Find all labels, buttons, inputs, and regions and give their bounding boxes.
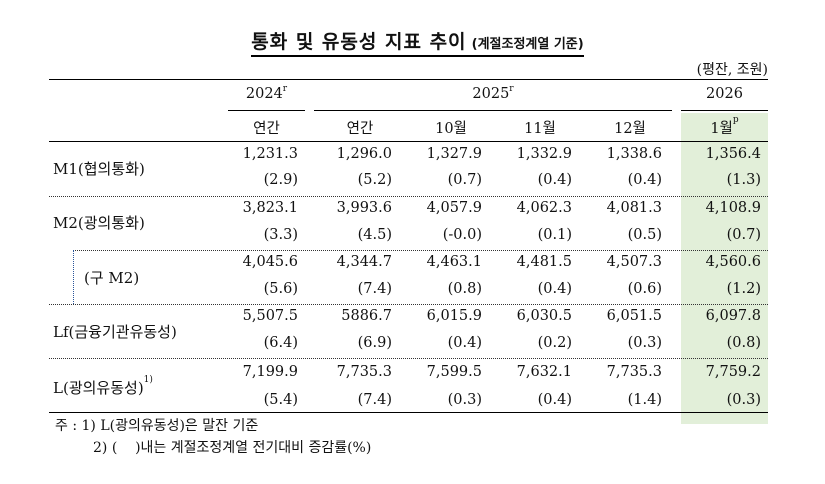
value-cell: 4,081.3 [606, 200, 662, 216]
change-cell: (0.3) [627, 335, 662, 351]
year-2024-underline [228, 110, 305, 111]
change-cell: (0.8) [726, 335, 761, 351]
row-label-old-m2: (구 M2) [84, 269, 140, 287]
change-cell: (5.4) [263, 392, 298, 408]
row-label-m1: M1(협의통화) [53, 160, 145, 178]
col-header-oct: 10월 [435, 121, 467, 137]
value-cell: 4,344.7 [336, 254, 392, 270]
value-cell: 3,823.1 [242, 200, 298, 216]
value-cell: 7,632.1 [516, 364, 572, 380]
change-cell: (0.2) [537, 335, 572, 351]
change-cell: (6.9) [357, 335, 392, 351]
change-cell: (0.3) [726, 392, 761, 408]
change-cell: (0.5) [627, 227, 662, 243]
change-cell: (7.4) [357, 281, 392, 297]
col-header-2024-annual: 연간 [253, 121, 280, 137]
col-header-nov: 11월 [524, 121, 556, 137]
year-header-2024: 2024r [245, 84, 288, 102]
value-cell: 4,560.6 [705, 254, 761, 270]
change-cell: (0.4) [537, 392, 572, 408]
col-header-dec: 12월 [614, 121, 646, 137]
row-divider [49, 196, 768, 197]
change-cell: (7.4) [357, 392, 392, 408]
title-main: 통화 및 유동성 지표 추이 [251, 31, 467, 53]
footnote-2: 2) ( )내는 계절조정계열 전기대비 증감률(%) [93, 440, 372, 456]
value-cell: 4,062.3 [516, 200, 572, 216]
change-cell: (0.1) [537, 227, 572, 243]
row-label-m2: M2(광의통화) [53, 214, 145, 232]
value-cell: 6,030.5 [516, 308, 572, 324]
value-cell: 4,057.9 [426, 200, 482, 216]
header-bottom-rule [49, 141, 768, 142]
value-cell: 6,015.9 [426, 308, 482, 324]
value-cell: 1,327.9 [426, 146, 482, 162]
change-cell: (6.4) [263, 335, 298, 351]
value-cell: 4,108.9 [705, 200, 761, 216]
change-cell: (0.7) [726, 227, 761, 243]
row-divider [49, 304, 768, 305]
value-cell: 7,735.3 [606, 364, 662, 380]
table-title: 통화 및 유동성 지표 추이 (계절조정계열 기준) [0, 27, 825, 57]
value-cell: 4,045.6 [242, 254, 298, 270]
table-bottom-rule [49, 412, 768, 413]
row-divider [73, 250, 768, 251]
change-cell: (4.5) [357, 227, 392, 243]
change-cell: (2.9) [263, 172, 298, 188]
sub-item-indent-border [73, 250, 74, 304]
value-cell: 6,051.5 [606, 308, 662, 324]
change-cell: (-0.0) [442, 227, 482, 243]
latest-column-highlight [681, 113, 768, 424]
title-sub: (계절조정계열 기준) [471, 37, 584, 52]
value-cell: 7,599.5 [426, 364, 482, 380]
table-top-rule [49, 79, 768, 80]
col-header-jan: 1월p [710, 115, 739, 137]
year-header-2025: 2025r [472, 84, 514, 102]
change-cell: (5.6) [263, 281, 298, 297]
value-cell: 1,231.3 [242, 146, 298, 162]
year-2026-underline [681, 110, 768, 111]
value-cell: 4,463.1 [426, 254, 482, 270]
footnote-1: 주 : 1) L(광의유동성)은 말잔 기준 [55, 418, 259, 434]
row-divider [49, 358, 768, 359]
value-cell: 7,735.3 [336, 364, 392, 380]
value-cell: 1,356.4 [705, 146, 761, 162]
change-cell: (1.4) [627, 392, 662, 408]
unit-label: (평잔, 조원) [696, 62, 768, 78]
change-cell: (0.3) [447, 392, 482, 408]
change-cell: (3.3) [263, 227, 298, 243]
value-cell: 1,338.6 [606, 146, 662, 162]
value-cell: 5886.7 [341, 308, 392, 324]
change-cell: (0.8) [447, 281, 482, 297]
value-cell: 4,481.5 [516, 254, 572, 270]
change-cell: (0.4) [537, 172, 572, 188]
change-cell: (5.2) [357, 172, 392, 188]
change-cell: (0.6) [627, 281, 662, 297]
value-cell: 7,759.2 [705, 364, 761, 380]
value-cell: 3,993.6 [336, 200, 392, 216]
col-header-2025-annual: 연간 [346, 121, 374, 137]
change-cell: (0.4) [537, 281, 572, 297]
value-cell: 7,199.9 [242, 364, 298, 380]
year-header-2026: 2026 [706, 86, 743, 102]
year-2025-underline [314, 110, 672, 111]
value-cell: 6,097.8 [705, 308, 761, 324]
change-cell: (1.3) [726, 172, 761, 188]
value-cell: 1,332.9 [516, 146, 572, 162]
value-cell: 5,507.5 [242, 308, 298, 324]
change-cell: (0.4) [447, 335, 482, 351]
value-cell: 1,296.0 [336, 146, 392, 162]
row-label-lf: Lf(금융기관유동성) [53, 323, 177, 341]
value-cell: 4,507.3 [606, 254, 662, 270]
change-cell: (1.2) [726, 281, 761, 297]
change-cell: (0.4) [627, 172, 662, 188]
row-label-l: L(광의유동성)1) [53, 375, 153, 397]
change-cell: (0.7) [447, 172, 482, 188]
